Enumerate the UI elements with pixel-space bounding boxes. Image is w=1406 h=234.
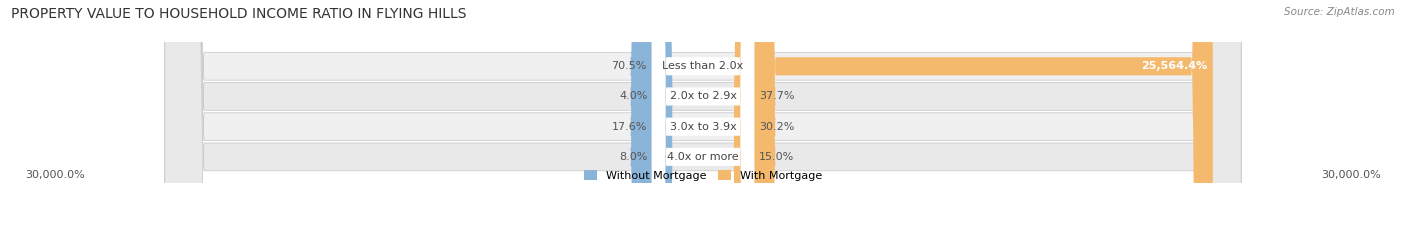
- Text: 30,000.0%: 30,000.0%: [1322, 170, 1381, 180]
- FancyBboxPatch shape: [165, 0, 1241, 234]
- FancyBboxPatch shape: [165, 0, 1241, 234]
- Text: 2.0x to 2.9x: 2.0x to 2.9x: [669, 91, 737, 102]
- FancyBboxPatch shape: [734, 0, 776, 234]
- Text: 30.2%: 30.2%: [759, 122, 794, 132]
- Text: Less than 2.0x: Less than 2.0x: [662, 61, 744, 71]
- FancyBboxPatch shape: [652, 0, 754, 234]
- Text: 37.7%: 37.7%: [759, 91, 794, 102]
- FancyBboxPatch shape: [165, 0, 1241, 234]
- Text: 3.0x to 3.9x: 3.0x to 3.9x: [669, 122, 737, 132]
- Text: 25,564.4%: 25,564.4%: [1142, 61, 1208, 71]
- FancyBboxPatch shape: [630, 0, 673, 234]
- FancyBboxPatch shape: [630, 0, 673, 234]
- Text: 4.0x or more: 4.0x or more: [668, 152, 738, 162]
- FancyBboxPatch shape: [165, 0, 1241, 234]
- Text: 8.0%: 8.0%: [619, 152, 647, 162]
- Text: 4.0%: 4.0%: [619, 91, 648, 102]
- Text: 70.5%: 70.5%: [612, 61, 647, 71]
- FancyBboxPatch shape: [630, 0, 672, 234]
- Text: 30,000.0%: 30,000.0%: [25, 170, 84, 180]
- FancyBboxPatch shape: [630, 0, 673, 234]
- FancyBboxPatch shape: [652, 0, 754, 234]
- Legend: Without Mortgage, With Mortgage: Without Mortgage, With Mortgage: [579, 166, 827, 185]
- Text: PROPERTY VALUE TO HOUSEHOLD INCOME RATIO IN FLYING HILLS: PROPERTY VALUE TO HOUSEHOLD INCOME RATIO…: [11, 7, 467, 21]
- FancyBboxPatch shape: [754, 0, 1213, 234]
- FancyBboxPatch shape: [733, 0, 776, 234]
- FancyBboxPatch shape: [733, 0, 776, 234]
- FancyBboxPatch shape: [652, 0, 754, 234]
- Text: Source: ZipAtlas.com: Source: ZipAtlas.com: [1284, 7, 1395, 17]
- Text: 15.0%: 15.0%: [759, 152, 794, 162]
- FancyBboxPatch shape: [652, 0, 754, 234]
- Text: 17.6%: 17.6%: [612, 122, 647, 132]
